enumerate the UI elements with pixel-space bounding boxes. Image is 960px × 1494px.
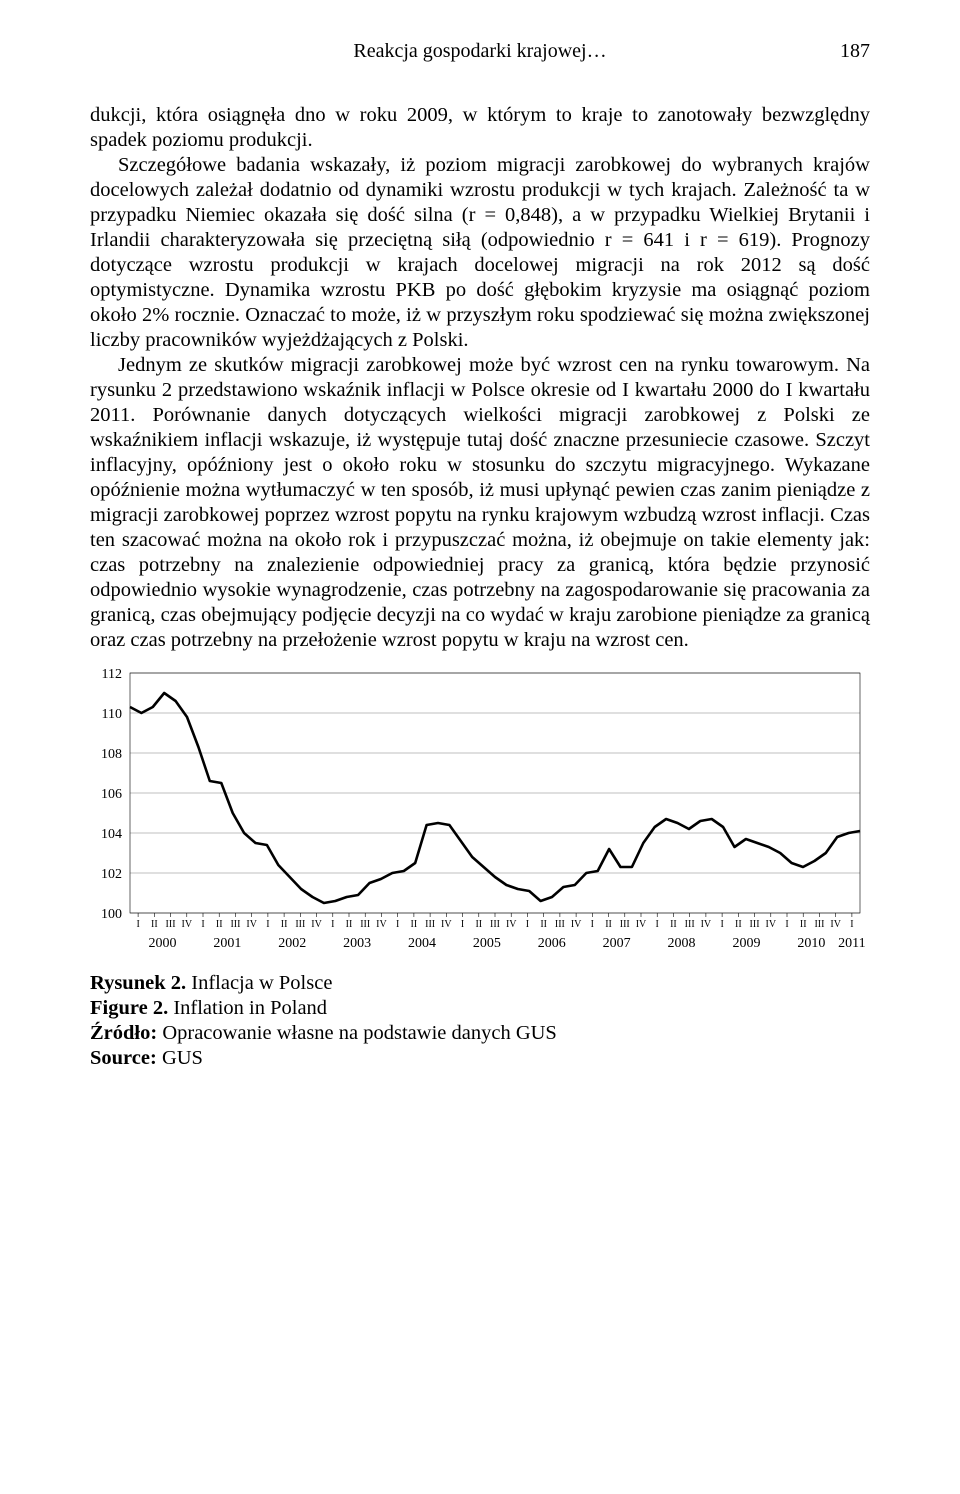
svg-text:2009: 2009 [732, 936, 760, 951]
svg-text:IV: IV [506, 919, 517, 930]
svg-text:I: I [656, 919, 659, 930]
svg-text:II: II [670, 919, 677, 930]
svg-text:I: I [461, 919, 464, 930]
running-header: Reakcja gospodarki krajowej… 187 [90, 40, 870, 63]
svg-text:II: II [346, 919, 353, 930]
source-text-en: GUS [157, 1047, 203, 1069]
svg-text:IV: IV [636, 919, 647, 930]
svg-text:2011: 2011 [838, 936, 865, 951]
inflation-chart: 100102104106108110112IIIIIIIV2000IIIIIII… [80, 663, 870, 963]
svg-text:I: I [591, 919, 594, 930]
svg-text:IV: IV [830, 919, 841, 930]
svg-text:III: III [620, 919, 630, 930]
svg-text:III: III [814, 919, 824, 930]
svg-text:I: I [526, 919, 529, 930]
fig-label-pl: Rysunek 2. [90, 972, 186, 994]
svg-text:2010: 2010 [797, 936, 825, 951]
svg-text:110: 110 [102, 707, 122, 722]
svg-text:2002: 2002 [278, 936, 306, 951]
svg-text:IV: IV [311, 919, 322, 930]
svg-text:I: I [396, 919, 399, 930]
fig-text-pl: Inflacja w Polsce [186, 972, 332, 994]
svg-text:II: II [151, 919, 158, 930]
svg-text:I: I [136, 919, 139, 930]
paragraph-1: dukcji, która osiągnęła dno w roku 2009,… [90, 103, 870, 153]
svg-text:II: II [281, 919, 288, 930]
svg-text:III: III [750, 919, 760, 930]
svg-text:II: II [605, 919, 612, 930]
svg-text:III: III [555, 919, 565, 930]
svg-text:I: I [850, 919, 853, 930]
figure-captions: Rysunek 2. Inflacja w Polsce Figure 2. I… [90, 971, 870, 1071]
svg-text:IV: IV [441, 919, 452, 930]
svg-text:IV: IV [181, 919, 192, 930]
body-text: dukcji, która osiągnęła dno w roku 2009,… [90, 103, 870, 653]
svg-text:I: I [785, 919, 788, 930]
svg-text:2004: 2004 [408, 936, 436, 951]
svg-text:I: I [266, 919, 269, 930]
svg-text:II: II [475, 919, 482, 930]
svg-text:104: 104 [101, 827, 122, 842]
svg-text:2005: 2005 [473, 936, 501, 951]
svg-text:2003: 2003 [343, 936, 371, 951]
svg-text:IV: IV [701, 919, 712, 930]
svg-text:I: I [720, 919, 723, 930]
page-number: 187 [840, 40, 870, 63]
running-title: Reakcja gospodarki krajowej… [353, 40, 606, 62]
paragraph-2: Szczegółowe badania wskazały, iż poziom … [90, 153, 870, 353]
svg-text:II: II [540, 919, 547, 930]
svg-text:108: 108 [101, 747, 122, 762]
source-label-pl: Źródło: [90, 1022, 157, 1044]
svg-text:2006: 2006 [538, 936, 566, 951]
svg-text:2001: 2001 [213, 936, 241, 951]
svg-text:II: II [735, 919, 742, 930]
svg-text:2000: 2000 [148, 936, 176, 951]
svg-text:IV: IV [246, 919, 257, 930]
svg-text:112: 112 [102, 667, 122, 682]
svg-text:III: III [295, 919, 305, 930]
svg-text:2007: 2007 [603, 936, 631, 951]
svg-text:IV: IV [571, 919, 582, 930]
svg-text:102: 102 [101, 867, 122, 882]
svg-text:III: III [685, 919, 695, 930]
paragraph-3: Jednym ze skutków migracji zarobkowej mo… [90, 353, 870, 653]
source-label-en: Source: [90, 1047, 157, 1069]
svg-text:106: 106 [101, 787, 122, 802]
svg-text:100: 100 [101, 907, 122, 922]
svg-text:II: II [216, 919, 223, 930]
svg-text:III: III [490, 919, 500, 930]
svg-text:II: II [800, 919, 807, 930]
svg-text:II: II [411, 919, 418, 930]
svg-text:I: I [201, 919, 204, 930]
svg-text:2008: 2008 [668, 936, 696, 951]
svg-text:IV: IV [765, 919, 776, 930]
svg-text:III: III [425, 919, 435, 930]
source-text-pl: Opracowanie własne na podstawie danych G… [157, 1022, 557, 1044]
fig-text-en: Inflation in Poland [168, 997, 327, 1019]
svg-text:I: I [331, 919, 334, 930]
svg-text:III: III [360, 919, 370, 930]
svg-text:III: III [230, 919, 240, 930]
fig-label-en: Figure 2. [90, 997, 168, 1019]
svg-text:III: III [166, 919, 176, 930]
svg-text:IV: IV [376, 919, 387, 930]
